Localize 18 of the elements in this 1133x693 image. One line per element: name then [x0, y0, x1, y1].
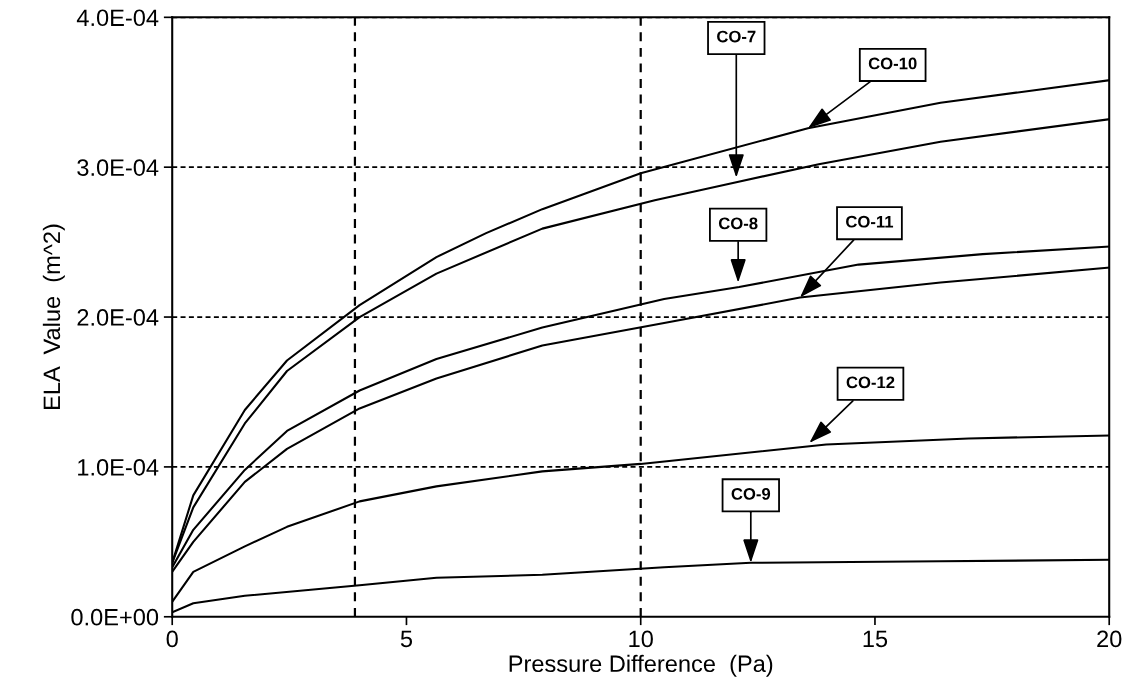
annotation: CO-9: [731, 488, 771, 500]
x-tick-label: 5: [400, 630, 413, 648]
y-tick-label: 1.0E-04: [78, 458, 159, 476]
y-tick-label: 4.0E-04: [76, 9, 159, 27]
x-axis-title: Pressure Difference (Pa): [509, 654, 773, 677]
x-tick-label: 0: [166, 630, 178, 648]
y-tick-label: 0.0E+00: [71, 608, 159, 626]
y-tick-label: 2.0E-04: [77, 309, 159, 326]
annotation: CO-11: [846, 215, 894, 228]
annotation: CO-10: [868, 57, 917, 70]
y-tick-label: 3.0E-04: [77, 159, 159, 176]
x-tick-label: 20: [1097, 630, 1122, 648]
annotation: CO-8: [718, 217, 758, 230]
x-tick-label: 10: [629, 630, 653, 648]
x-tick-label: 15: [863, 630, 888, 648]
annotation: CO-7: [717, 30, 756, 43]
annotation: CO-12: [846, 376, 895, 389]
y-axis-title: ELA Value (m^2): [42, 224, 65, 410]
